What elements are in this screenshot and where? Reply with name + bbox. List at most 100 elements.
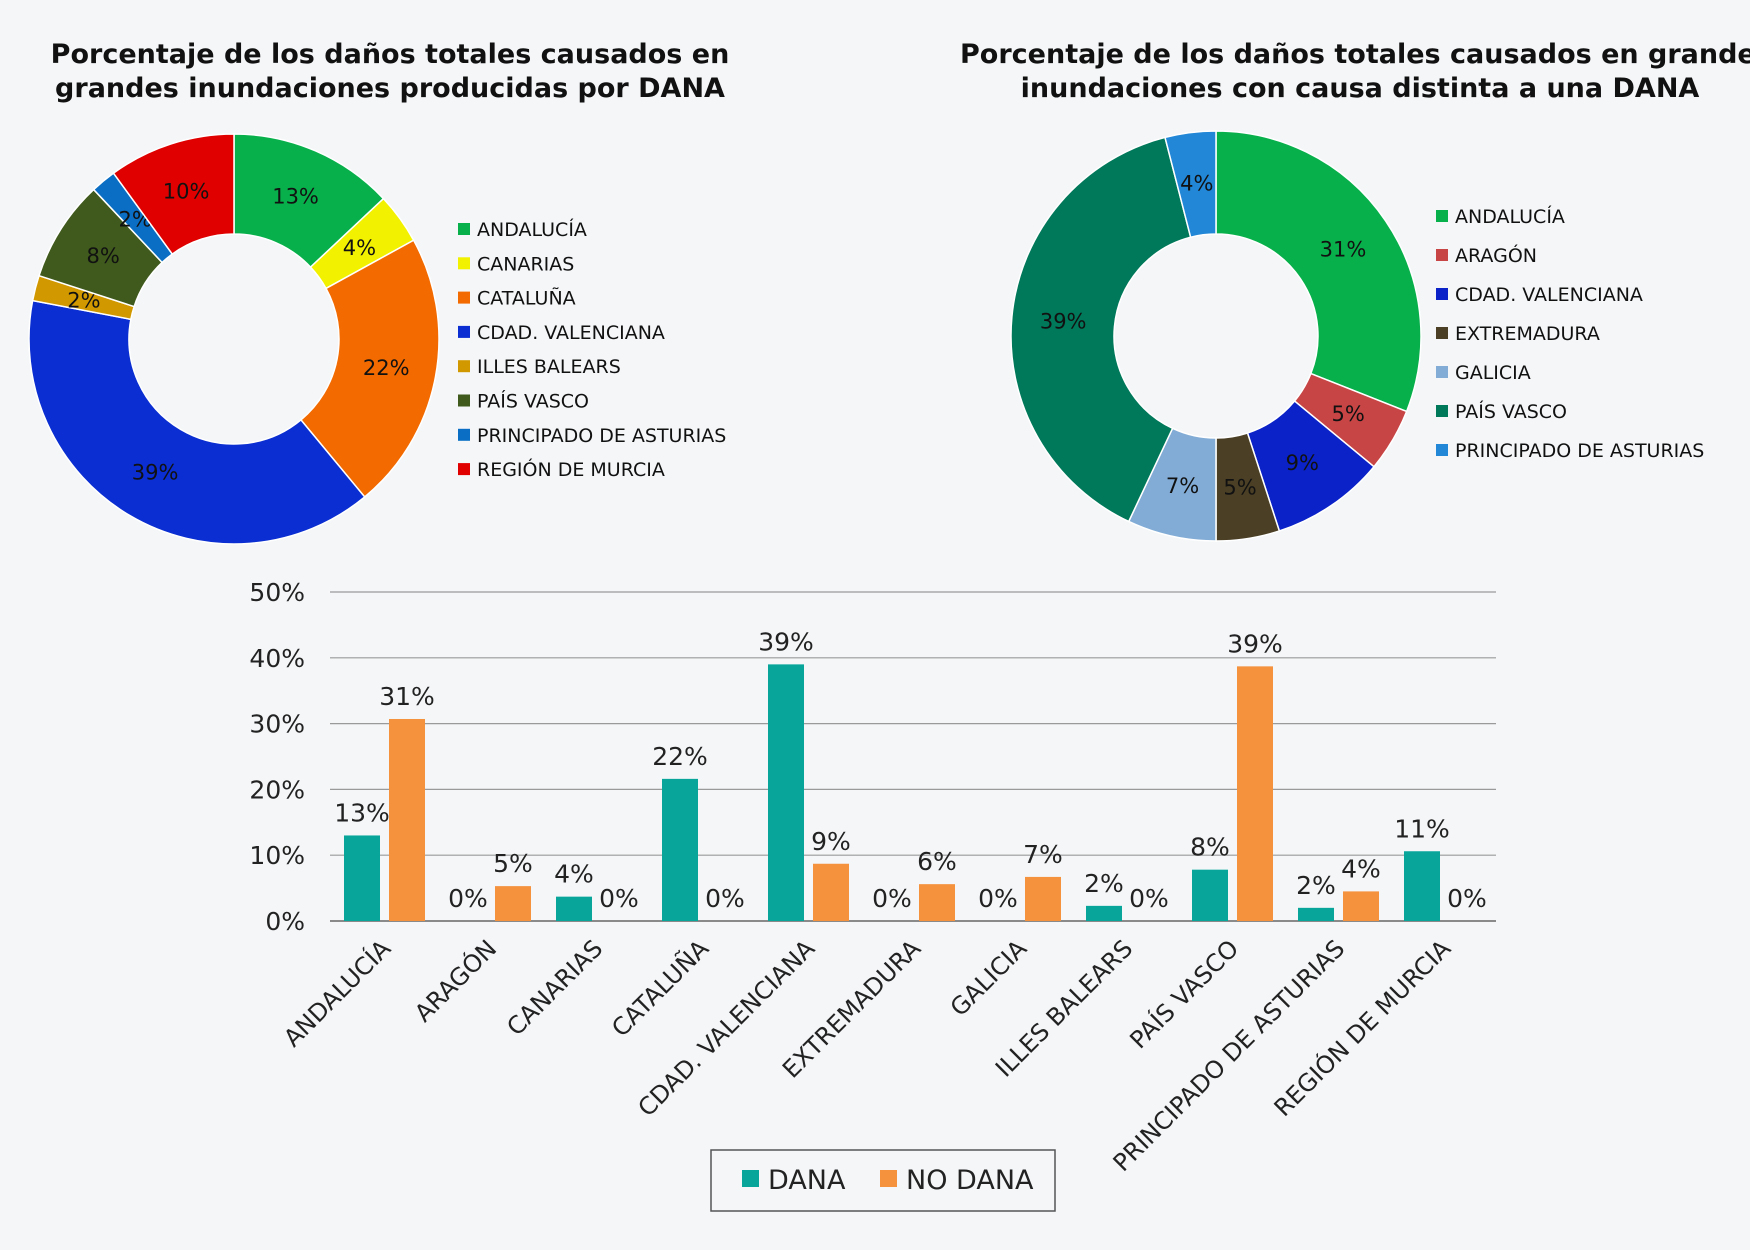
nodana-legend-label-galicia: GALICIA: [1455, 362, 1531, 384]
dana-legend-label-pais-vasco: PAÍS VASCO: [477, 390, 589, 413]
bar-xtick-cdad-valenciana: CDAD. VALENCIANA: [633, 934, 821, 1122]
donut-chart-nodana: 31% 5% 9% 5% 7% 39% 4%: [1010, 130, 1422, 542]
bar-no-dana-principado-de-asturias: [1343, 891, 1379, 921]
bar-dana-cdad-valenciana: [768, 664, 804, 921]
nodana-slice-label-aragon: 5%: [1331, 402, 1364, 426]
bar-ytick-10: 10%: [249, 841, 305, 870]
bar-label-dana-andalucia: 13%: [334, 798, 390, 827]
dana-legend-label-cataluna: CATALUÑA: [477, 287, 576, 310]
bar-xtick-pais-vasco: PAÍS VASCO: [1124, 934, 1245, 1055]
bar-label-dana-galicia: 0%: [978, 884, 1018, 913]
donut-chart-dana: 13%4%22%39%2%8%2%10%: [28, 133, 440, 545]
nodana-slice-label-pais-vasco: 39%: [1040, 310, 1087, 334]
bar-legend-label-no-dana: NO DANA: [906, 1165, 1034, 1196]
dana-legend-swatch-canarias: [458, 257, 470, 270]
nodana-legend-swatch-extremadura: [1436, 327, 1448, 339]
bar-no-dana-galicia: [1025, 876, 1061, 921]
donut-nodana-legend: ANDALUCÍA ARAGÓN CDAD. VALENCIANA EXTREMADU…: [1436, 205, 1704, 462]
bar-label-dana-principado-de-asturias: 2%: [1296, 871, 1336, 900]
bar-xtick-aragon: ARAGÓN: [408, 933, 502, 1027]
bar-label-dana-region-de-murcia: 11%: [1394, 814, 1450, 843]
dana-legend-swatch-andalucia: [458, 223, 470, 235]
bar-xtick-cataluna: CATALUÑA: [605, 933, 715, 1043]
donut-nodana-title-line2: inundaciones con causa distinta a una DA…: [1020, 73, 1700, 104]
bar-label-no-dana-cataluna: 0%: [705, 884, 745, 913]
bar-label-no-dana-canarias: 0%: [599, 884, 639, 913]
dana-legend-swatch-cdad-valenciana: [458, 325, 470, 338]
nodana-legend-label-cdad-valenciana: CDAD. VALENCIANA: [1455, 284, 1643, 306]
bar-legend: DANA NO DANA: [710, 1149, 1056, 1212]
nodana-legend-swatch-cdad-valenciana: [1436, 288, 1448, 300]
bar-label-no-dana-extremadura: 6%: [917, 847, 957, 876]
donut-dana-title-line1: Porcentaje de los daños totales causados…: [50, 39, 730, 70]
bar-ytick-20: 20%: [249, 775, 305, 804]
dana-legend-swatch-pais-vasco: [458, 394, 470, 407]
nodana-legend-swatch-galicia: [1436, 366, 1448, 378]
bar-label-no-dana-aragon: 5%: [493, 849, 533, 878]
bar-dana-canarias: [556, 896, 592, 921]
nodana-slice-andalucia: [1215, 130, 1422, 413]
nodana-slice-label-galicia: 7%: [1166, 474, 1199, 498]
bar-ytick-50: 50%: [249, 578, 305, 607]
donut-nodana-title: Porcentaje de los daños totales causados…: [960, 38, 1750, 106]
bar-label-no-dana-illes-balears: 0%: [1129, 884, 1169, 913]
nodana-legend-swatch-aragon: [1436, 249, 1448, 261]
dana-legend-swatch-cataluna: [458, 291, 470, 304]
dana-slice-region-de-murcia: [112, 133, 235, 256]
bar-label-no-dana-cdad-valenciana: 9%: [811, 827, 851, 856]
bar-no-dana-andalucia: [389, 718, 425, 921]
bar-dana-principado-de-asturias: [1298, 907, 1334, 921]
bar-dana-cataluna: [662, 778, 698, 921]
bar-dana-region-de-murcia: [1404, 851, 1440, 921]
bar-dana-illes-balears: [1086, 905, 1122, 921]
dana-legend-label-cdad-valenciana: CDAD. VALENCIANA: [477, 322, 665, 344]
nodana-legend-label-pais-vasco: PAÍS VASCO: [1455, 400, 1567, 423]
bar-ytick-30: 30%: [249, 710, 305, 739]
bar-legend-swatch-no-dana: [880, 1170, 897, 1187]
bar-label-dana-cataluna: 22%: [652, 742, 708, 771]
bar-label-dana-illes-balears: 2%: [1084, 869, 1124, 898]
bar-legend-box: [710, 1149, 1056, 1212]
dana-slice-label-andalucia: 13%: [272, 185, 319, 209]
bar-chart: 0%10%20%30%40%50%13%31%ANDALUCÍA0%5%ARAG…: [249, 578, 1496, 1212]
bar-no-dana-pais-vasco: [1237, 666, 1273, 921]
dana-legend-swatch-principado-de-asturias: [458, 428, 470, 441]
dana-slice-cataluna: [299, 239, 440, 499]
bar-legend-label-dana: DANA: [768, 1165, 846, 1196]
nodana-legend-label-aragon: ARAGÓN: [1455, 243, 1537, 267]
nodana-legend-label-extremadura: EXTREMADURA: [1455, 323, 1600, 345]
dana-legend-label-andalucia: ANDALUCÍA: [477, 218, 587, 241]
bar-legend-swatch-dana: [742, 1170, 759, 1187]
bar-label-dana-cdad-valenciana: 39%: [758, 627, 814, 656]
bar-no-dana-aragon: [495, 886, 531, 921]
nodana-slice-label-principado-de-asturias: 4%: [1180, 172, 1213, 196]
bar-label-dana-canarias: 4%: [554, 860, 594, 889]
dana-slice-label-cataluna: 22%: [363, 356, 410, 380]
nodana-slice-label-andalucia: 31%: [1320, 238, 1367, 262]
bar-label-no-dana-andalucia: 31%: [379, 682, 435, 711]
nodana-slice-principado-de-asturias: [1164, 130, 1217, 239]
bar-no-dana-cdad-valenciana: [813, 863, 849, 921]
bar-xtick-galicia: GALICIA: [945, 934, 1033, 1022]
dana-legend-label-illes-balears: ILLES BALEARS: [477, 356, 621, 378]
dana-legend-swatch-illes-balears: [458, 360, 470, 373]
nodana-legend-swatch-principado-de-asturias: [1436, 444, 1448, 456]
nodana-legend-swatch-pais-vasco: [1436, 405, 1448, 417]
donut-dana-title-line2: grandes inundaciones producidas por DANA: [55, 73, 725, 104]
bar-ytick-0: 0%: [265, 907, 305, 936]
dana-slice-cdad-valenciana: [28, 299, 366, 545]
nodana-slice-label-extremadura: 5%: [1223, 476, 1256, 500]
dana-slice-label-pais-vasco: 8%: [86, 244, 119, 268]
nodana-legend-label-principado-de-asturias: PRINCIPADO DE ASTURIAS: [1455, 440, 1704, 462]
bar-label-dana-pais-vasco: 8%: [1190, 833, 1230, 862]
nodana-legend-swatch-andalucia: [1436, 210, 1448, 222]
bar-label-no-dana-pais-vasco: 39%: [1227, 629, 1283, 658]
bar-label-no-dana-region-de-murcia: 0%: [1447, 884, 1487, 913]
bar-xtick-andalucia: ANDALUCÍA: [278, 933, 397, 1052]
nodana-slice-label-cdad-valenciana: 9%: [1286, 451, 1319, 475]
bar-label-no-dana-principado-de-asturias: 4%: [1341, 854, 1381, 883]
donut-nodana-title-line1: Porcentaje de los daños totales causados…: [960, 39, 1750, 70]
bar-label-dana-aragon: 0%: [448, 884, 488, 913]
bar-xtick-canarias: CANARIAS: [502, 934, 609, 1041]
